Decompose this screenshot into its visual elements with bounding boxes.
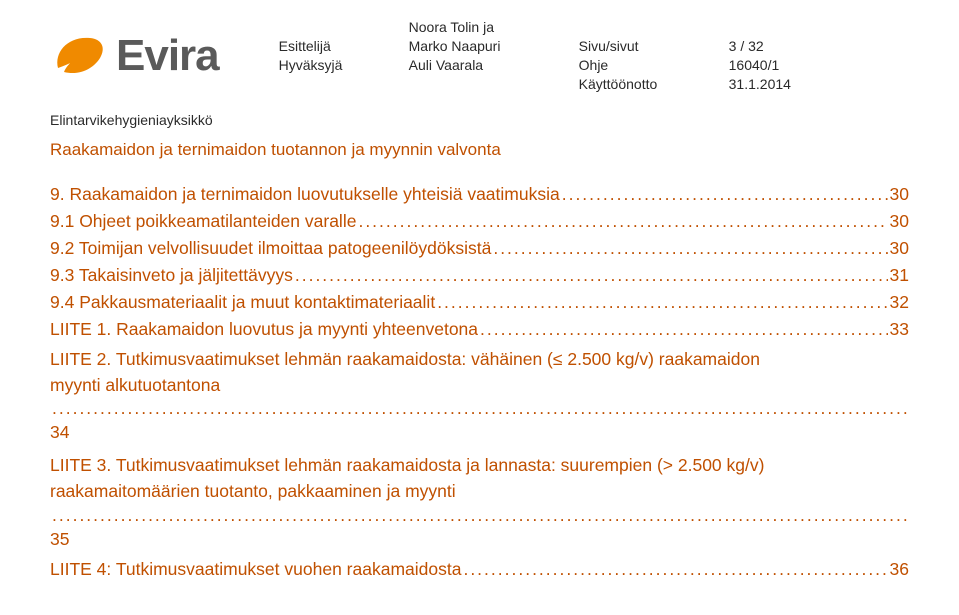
toc-page: 33: [890, 319, 909, 340]
guide-label: Ohje: [579, 56, 729, 75]
toc-label: 9.2 Toimijan velvollisuudet ilmoittaa pa…: [50, 238, 491, 259]
presenter-name-1: Noora Tolin ja: [409, 18, 579, 37]
toc-page: 30: [890, 211, 909, 232]
toc-label: LIITE 2. Tutkimusvaatimukset lehmän raak…: [50, 346, 780, 399]
toc-entry: LIITE 4: Tutkimusvaatimukset vuohen raak…: [50, 559, 909, 580]
toc-page: 30: [890, 184, 909, 205]
toc-entry: LIITE 2. Tutkimusvaatimukset lehmän raak…: [50, 346, 909, 447]
document-title: Raakamaidon ja ternimaidon tuotannon ja …: [50, 140, 909, 160]
toc-label: LIITE 1. Raakamaidon luovutus ja myynti …: [50, 319, 478, 340]
toc-entry: 9.4 Pakkausmateriaalit ja muut kontaktim…: [50, 292, 909, 313]
toc-leader: [52, 505, 907, 529]
pages-value: 3 / 32: [729, 37, 809, 56]
toc-label: 9. Raakamaidon ja ternimaidon luovutukse…: [50, 184, 560, 205]
toc-label: 9.1 Ohjeet poikkeamatilanteiden varalle: [50, 211, 356, 232]
toc-leader: [480, 319, 888, 340]
leaf-icon: [50, 32, 108, 80]
effective-label: Käyttöönotto: [579, 75, 729, 94]
toc-page: 36: [890, 559, 909, 580]
toc-entry: 9. Raakamaidon ja ternimaidon luovutukse…: [50, 184, 909, 205]
header-meta: Noora Tolin ja Esittelijä Marko Naapuri …: [279, 18, 809, 94]
logo: Evira: [50, 32, 219, 80]
unit-name: Elintarvikehygieniayksikkö: [50, 112, 909, 128]
toc-page: 30: [890, 238, 909, 259]
presenter-label: Esittelijä: [279, 37, 409, 56]
toc-entry: 9.3 Takaisinveto ja jäljitettävyys 31: [50, 265, 909, 286]
toc-label: 9.4 Pakkausmateriaalit ja muut kontaktim…: [50, 292, 435, 313]
toc-leader: [437, 292, 887, 313]
toc-entry: LIITE 1. Raakamaidon luovutus ja myynti …: [50, 319, 909, 340]
guide-value: 16040/1: [729, 56, 809, 75]
toc-leader: [52, 398, 907, 422]
pages-label: Sivu/sivut: [579, 37, 729, 56]
toc-leader: [295, 265, 888, 286]
toc-entry: 9.2 Toimijan velvollisuudet ilmoittaa pa…: [50, 238, 909, 259]
approver-label: Hyväksyjä: [279, 56, 409, 75]
toc-entry: 9.1 Ohjeet poikkeamatilanteiden varalle …: [50, 211, 909, 232]
presenter-name-2: Marko Naapuri: [409, 37, 579, 56]
toc-page: 32: [890, 292, 909, 313]
toc-label: LIITE 4: Tutkimusvaatimukset vuohen raak…: [50, 559, 461, 580]
toc-leader: [493, 238, 887, 259]
approver-name: Auli Vaarala: [409, 56, 579, 75]
toc-entry: LIITE 3. Tutkimusvaatimukset lehmän raak…: [50, 452, 909, 553]
logo-text: Evira: [116, 34, 219, 78]
toc-leader: [463, 559, 887, 580]
document-header: Evira Noora Tolin ja Esittelijä Marko Na…: [50, 18, 909, 94]
toc-label: 9.3 Takaisinveto ja jäljitettävyys: [50, 265, 293, 286]
toc-leader: [562, 184, 888, 205]
table-of-contents: 9. Raakamaidon ja ternimaidon luovutukse…: [50, 184, 909, 580]
toc-page: 34: [50, 422, 69, 446]
effective-value: 31.1.2014: [729, 75, 809, 94]
toc-page: 35: [50, 529, 69, 553]
toc-page: 31: [890, 265, 909, 286]
toc-label: LIITE 3. Tutkimusvaatimukset lehmän raak…: [50, 452, 780, 505]
toc-leader: [358, 211, 887, 232]
